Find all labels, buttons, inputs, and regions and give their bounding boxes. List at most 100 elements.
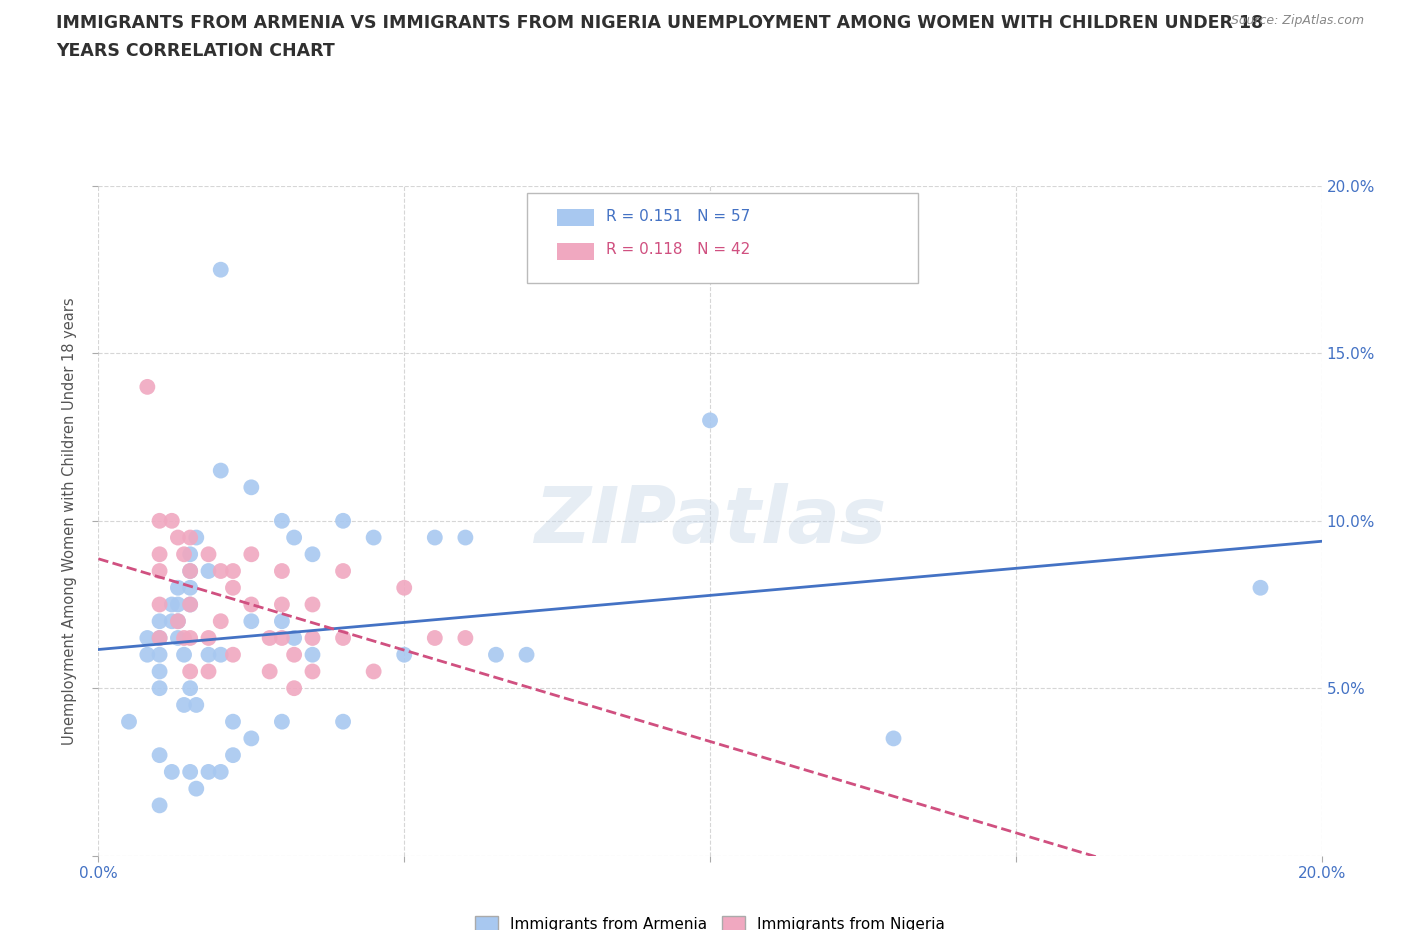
Point (301, 597, 323, 612)
Point (149, 513, 172, 528)
Point (167, 631, 190, 645)
Point (240, 614, 263, 629)
Point (136, 631, 159, 645)
FancyBboxPatch shape (557, 243, 593, 259)
Point (173, 647, 195, 662)
Point (270, 631, 292, 645)
Point (283, 681, 305, 696)
Point (179, 564, 201, 578)
Point (240, 480, 263, 495)
Point (136, 647, 159, 662)
Point (149, 547, 172, 562)
Point (332, 714, 354, 729)
Point (149, 798, 172, 813)
FancyBboxPatch shape (526, 193, 918, 283)
Point (179, 664, 201, 679)
Point (270, 614, 292, 629)
Point (270, 564, 292, 578)
Point (209, 614, 232, 629)
Point (173, 698, 195, 712)
Point (160, 597, 183, 612)
Point (149, 664, 172, 679)
Point (149, 748, 172, 763)
Point (179, 580, 201, 595)
Point (186, 781, 208, 796)
Point (179, 681, 201, 696)
Point (363, 664, 385, 679)
Point (179, 631, 201, 645)
Point (883, 731, 905, 746)
Text: IMMIGRANTS FROM ARMENIA VS IMMIGRANTS FROM NIGERIA UNEMPLOYMENT AMONG WOMEN WITH: IMMIGRANTS FROM ARMENIA VS IMMIGRANTS FR… (56, 14, 1264, 32)
Point (149, 597, 172, 612)
Point (209, 262, 232, 277)
Point (160, 764, 183, 779)
Text: YEARS CORRELATION CHART: YEARS CORRELATION CHART (56, 42, 335, 60)
Point (197, 631, 219, 645)
Point (363, 530, 385, 545)
Text: Source: ZipAtlas.com: Source: ZipAtlas.com (1230, 14, 1364, 27)
Legend: Immigrants from Armenia, Immigrants from Nigeria: Immigrants from Armenia, Immigrants from… (468, 910, 952, 930)
Point (485, 647, 508, 662)
Text: ZIPatlas: ZIPatlas (534, 483, 886, 559)
Point (301, 547, 323, 562)
Point (283, 631, 305, 645)
Point (149, 631, 172, 645)
Point (332, 513, 354, 528)
Text: R = 0.118   N = 42: R = 0.118 N = 42 (606, 242, 751, 257)
Point (173, 547, 195, 562)
Y-axis label: Unemployment Among Women with Children Under 18 years: Unemployment Among Women with Children U… (62, 297, 77, 745)
Point (240, 597, 263, 612)
Point (222, 580, 245, 595)
Point (301, 664, 323, 679)
Point (423, 631, 446, 645)
Point (240, 731, 263, 746)
Text: R = 0.151   N = 57: R = 0.151 N = 57 (606, 209, 751, 224)
Point (270, 714, 292, 729)
Point (209, 564, 232, 578)
Point (167, 580, 190, 595)
Point (186, 530, 208, 545)
Point (197, 647, 219, 662)
Point (179, 597, 201, 612)
Point (209, 647, 232, 662)
Point (332, 564, 354, 578)
Point (197, 564, 219, 578)
Point (259, 631, 281, 645)
Point (179, 530, 201, 545)
Point (149, 614, 172, 629)
Point (173, 631, 195, 645)
Point (332, 631, 354, 645)
Point (149, 631, 172, 645)
Point (179, 564, 201, 578)
Point (301, 647, 323, 662)
Point (240, 547, 263, 562)
Point (136, 379, 159, 394)
Point (186, 698, 208, 712)
Point (197, 764, 219, 779)
Point (167, 597, 190, 612)
Point (222, 564, 245, 578)
Point (149, 647, 172, 662)
Point (160, 614, 183, 629)
Point (222, 748, 245, 763)
Point (516, 647, 538, 662)
Point (1249, 580, 1271, 595)
Point (179, 597, 201, 612)
Point (392, 580, 416, 595)
Point (209, 764, 232, 779)
Point (222, 647, 245, 662)
Point (149, 564, 172, 578)
Point (454, 631, 477, 645)
Point (167, 614, 190, 629)
Point (179, 764, 201, 779)
Point (197, 547, 219, 562)
Point (160, 513, 183, 528)
FancyBboxPatch shape (557, 209, 593, 226)
Point (167, 530, 190, 545)
Point (270, 597, 292, 612)
Point (209, 463, 232, 478)
Point (270, 513, 292, 528)
Point (423, 530, 446, 545)
Point (454, 530, 477, 545)
Point (149, 681, 172, 696)
